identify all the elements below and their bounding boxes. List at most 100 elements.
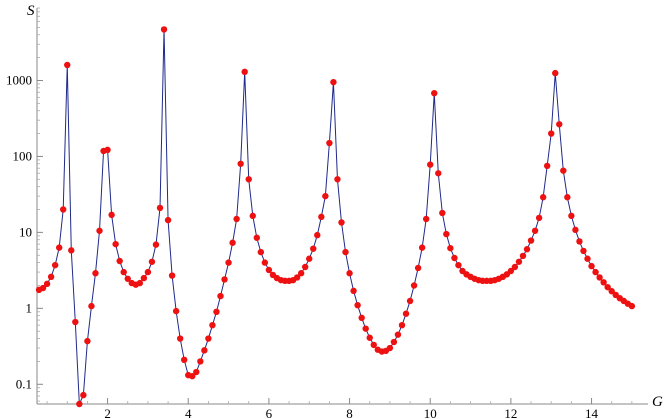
tick-labels: 2 4 6 8 10 12 14 0.1 1 10 100 1000 [6, 72, 599, 419]
data-point [160, 26, 168, 33]
data-point [342, 248, 349, 256]
data-point [221, 276, 228, 283]
y-tick-label: 0.1 [16, 376, 32, 391]
data-point [64, 61, 71, 69]
data-point [293, 274, 301, 281]
data-point [55, 244, 63, 251]
x-tick-label: 6 [266, 406, 273, 419]
data-point [447, 244, 454, 252]
data-point [168, 272, 176, 279]
data-point [535, 214, 543, 222]
data-point [556, 121, 563, 128]
data-point [108, 211, 115, 219]
data-point [104, 146, 111, 154]
data-point [164, 216, 172, 224]
x-tick-label: 10 [424, 406, 437, 419]
data-point [350, 287, 357, 295]
data-point [197, 358, 204, 365]
data-point [580, 247, 587, 255]
data-point [552, 69, 559, 77]
data-point [310, 245, 317, 252]
data-point [51, 261, 59, 269]
data-point [519, 252, 527, 260]
data-point [422, 215, 430, 223]
data-point [193, 368, 200, 376]
data-point [47, 273, 55, 281]
data-point [439, 209, 446, 217]
data-point [346, 270, 353, 277]
data-point [261, 259, 269, 266]
data-point [213, 308, 220, 315]
data-point [297, 270, 305, 277]
data-point [201, 347, 208, 354]
data-point [568, 212, 575, 220]
data-points [35, 26, 636, 408]
data-point [334, 176, 341, 183]
data-point [257, 248, 265, 256]
data-point [172, 307, 180, 315]
data-point [548, 130, 555, 137]
data-point [76, 400, 83, 408]
data-point [560, 167, 567, 174]
y-tick-label: 10 [19, 224, 32, 239]
data-point [209, 321, 216, 329]
x-tick-label: 12 [504, 406, 517, 419]
data-point [410, 282, 418, 289]
x-tick-label: 14 [585, 406, 599, 419]
data-point [144, 268, 152, 276]
data-point [390, 338, 398, 346]
data-point [435, 170, 442, 177]
data-point [181, 356, 188, 364]
data-point [189, 372, 196, 380]
data-point [225, 259, 232, 266]
data-point [205, 335, 212, 342]
data-point [539, 194, 547, 201]
data-point [136, 279, 144, 287]
data-point [366, 334, 373, 341]
data-point [527, 237, 535, 244]
data-point [414, 264, 422, 272]
data-point [217, 292, 224, 300]
data-point [96, 227, 103, 234]
data-point [394, 331, 402, 338]
data-point [88, 302, 95, 310]
data-point [43, 280, 51, 288]
data-point [451, 254, 458, 262]
data-point [402, 310, 410, 317]
x-tick-label: 2 [104, 406, 111, 419]
data-point [564, 194, 571, 201]
data-point [362, 325, 369, 332]
data-point [511, 263, 519, 271]
data-point [596, 274, 603, 281]
data-point [604, 283, 611, 291]
y-axis-label: S [27, 3, 35, 19]
x-tick-label: 8 [346, 406, 353, 419]
data-point [233, 215, 240, 223]
y-tick-label: 1 [26, 300, 33, 315]
data-point [156, 204, 164, 212]
data-point [588, 262, 595, 270]
data-point [112, 240, 119, 248]
data-point [322, 192, 329, 200]
data-point [427, 161, 434, 168]
data-point [152, 241, 160, 248]
data-point [515, 258, 523, 265]
data-point [398, 321, 406, 329]
data-point [80, 391, 87, 399]
data-point [68, 247, 75, 254]
x-tick-label: 4 [185, 406, 192, 419]
data-point [241, 68, 248, 76]
data-point [237, 160, 244, 167]
series-line [38, 29, 633, 405]
data-point [176, 335, 184, 342]
data-point [326, 139, 333, 147]
data-point [140, 274, 148, 282]
data-point [265, 266, 273, 274]
data-point [576, 238, 583, 245]
y-tick-label: 100 [13, 148, 33, 163]
data-point [124, 275, 131, 282]
data-point [592, 268, 599, 276]
data-point [229, 239, 236, 246]
data-point [318, 213, 325, 221]
